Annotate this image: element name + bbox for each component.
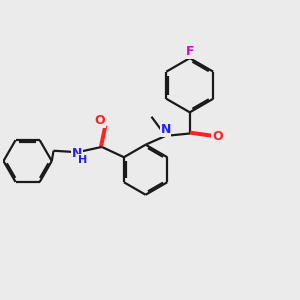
Text: N: N: [160, 123, 171, 136]
Text: H: H: [78, 154, 87, 165]
Text: O: O: [94, 114, 105, 127]
Text: O: O: [212, 130, 223, 143]
Text: F: F: [185, 45, 194, 58]
Text: N: N: [72, 147, 82, 160]
